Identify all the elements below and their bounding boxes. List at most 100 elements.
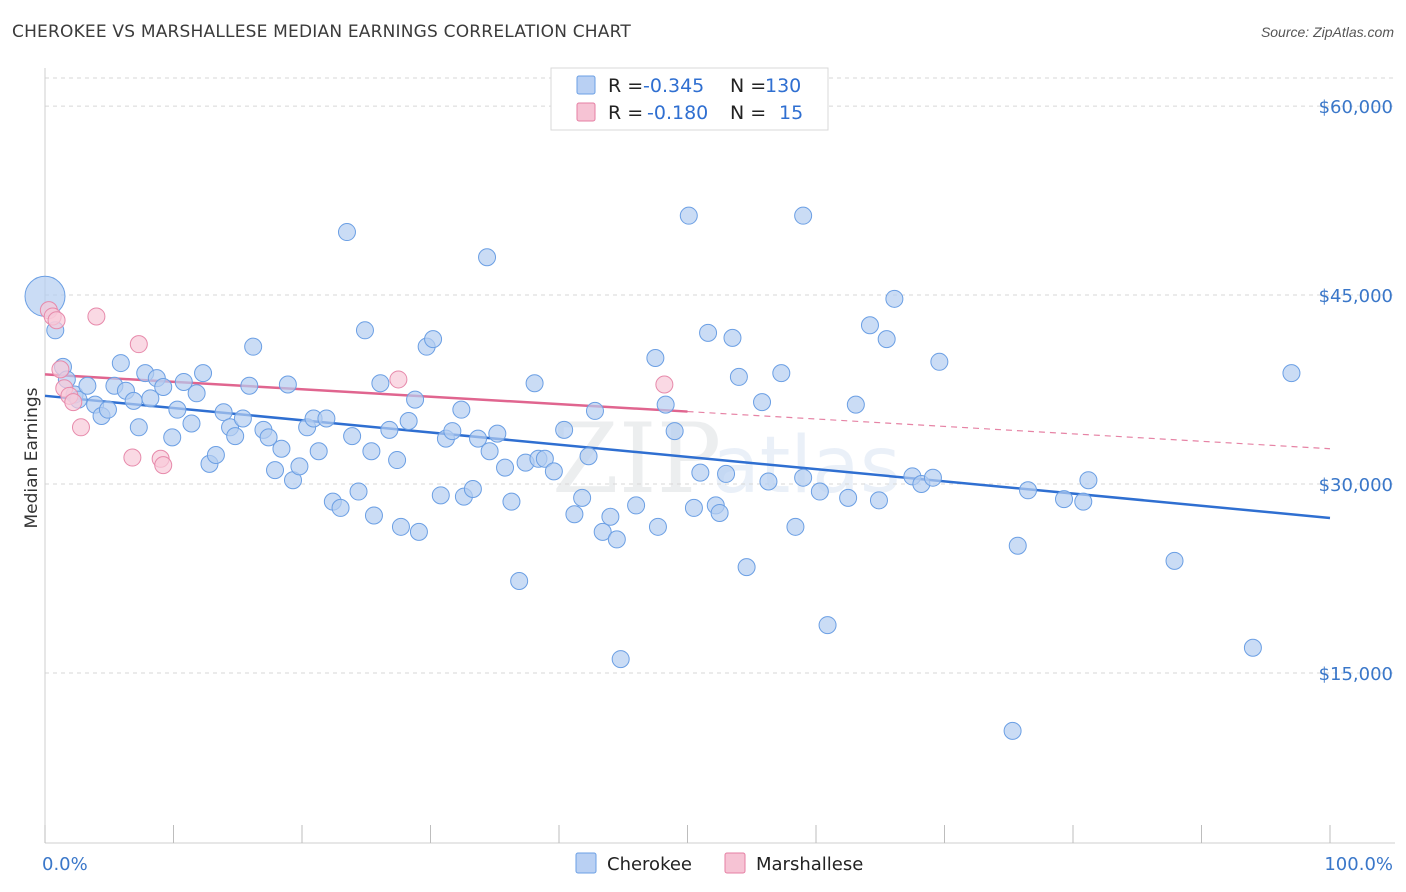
data-point-cherokee xyxy=(1003,721,1022,740)
data-point-cherokee xyxy=(877,330,896,349)
data-point-cherokee xyxy=(1165,551,1184,570)
y-axis-label: Median Earnings xyxy=(22,387,42,528)
data-point-marshallese xyxy=(154,456,173,475)
data-point-cherokee xyxy=(443,422,462,441)
data-point-marshallese xyxy=(389,370,408,389)
watermark-atlas: atlas xyxy=(712,421,901,511)
data-point-cherokee xyxy=(585,401,604,420)
data-point-marshallese xyxy=(71,418,90,437)
trend-line-cherokee xyxy=(44,394,1331,520)
data-point-cherokee xyxy=(679,206,698,225)
data-point-cherokee xyxy=(1243,638,1262,657)
trend-line-extension-marshallese xyxy=(687,410,1331,450)
data-point-cherokee xyxy=(665,422,684,441)
data-point-cherokee xyxy=(129,418,148,437)
data-point-cherokee xyxy=(331,498,350,517)
data-point-cherokee xyxy=(1019,481,1038,500)
data-point-cherokee xyxy=(355,321,374,340)
data-point-cherokee xyxy=(684,498,703,517)
data-point-cherokee xyxy=(452,400,471,419)
legend-r-label: R = xyxy=(608,102,643,124)
data-point-cherokee xyxy=(343,427,362,446)
data-point-cherokee xyxy=(78,376,97,395)
series-marshallese xyxy=(39,301,674,475)
data-point-cherokee xyxy=(535,449,554,468)
data-point-cherokee xyxy=(480,442,499,461)
data-point-cherokee xyxy=(772,364,791,383)
data-point-cherokee xyxy=(337,223,356,242)
data-point-marshallese xyxy=(51,360,70,379)
data-point-cherokee xyxy=(349,482,368,501)
legend-r-value-marshallese: -0.180 xyxy=(647,102,708,124)
data-point-cherokee xyxy=(869,491,888,510)
data-point-cherokee xyxy=(1079,471,1098,490)
legend-swatch-marshallese xyxy=(576,102,596,122)
data-point-cherokee xyxy=(923,468,942,487)
data-point-cherokee xyxy=(380,420,399,439)
data-point-cherokee xyxy=(885,289,904,308)
data-point-cherokee xyxy=(691,463,710,482)
data-point-cherokee xyxy=(141,389,160,408)
data-point-cherokee xyxy=(846,395,865,414)
legend-n-value-cherokee: 130 xyxy=(765,75,801,97)
data-point-cherokee xyxy=(839,488,858,507)
gridlines xyxy=(45,77,1395,674)
data-point-cherokee xyxy=(565,505,584,524)
data-point-cherokee xyxy=(226,427,245,446)
chart-title: CHEROKEE VS MARSHALLESE MEDIAN EARNINGS … xyxy=(12,22,631,42)
data-point-cherokee xyxy=(648,517,667,536)
x-tick-label: 100.0% xyxy=(1324,854,1393,875)
y-tick-label: $30,000 xyxy=(1319,475,1393,496)
tick-labels: $15,000 $30,000 $45,000 $60,000 0.0% 100.0% xyxy=(42,97,1393,875)
source-credit: Source: ZipAtlas.com xyxy=(1260,24,1394,40)
data-point-marshallese xyxy=(47,311,66,330)
data-point-cherokee xyxy=(278,375,297,394)
bottom-legend-swatch-marshallese xyxy=(724,852,746,874)
data-point-cherokee xyxy=(364,506,383,525)
data-point-cherokee xyxy=(656,395,675,414)
data-point-cherokee xyxy=(1282,364,1301,383)
data-point-cherokee xyxy=(710,503,729,522)
bottom-legend-swatch-cherokee xyxy=(575,852,597,874)
data-point-cherokee xyxy=(399,412,418,431)
data-point-cherokee xyxy=(388,451,407,470)
data-point-cherokee xyxy=(206,446,225,465)
data-point-cherokee xyxy=(431,486,450,505)
data-point-cherokee xyxy=(930,352,949,371)
data-point-cherokee xyxy=(463,480,482,499)
legend-n-label: N = xyxy=(730,75,766,97)
data-point-cherokee xyxy=(187,384,206,403)
data-point-cherokee xyxy=(469,429,488,448)
data-point-cherokee xyxy=(717,464,736,483)
data-point-cherokee xyxy=(786,517,805,536)
data-point-cherokee xyxy=(194,364,213,383)
data-point-cherokee xyxy=(759,472,778,491)
data-point-cherokee xyxy=(362,442,381,461)
data-point-cherokee xyxy=(818,616,837,635)
data-point-cherokee xyxy=(810,482,829,501)
data-point-cherokee xyxy=(601,507,620,526)
data-point-cherokee xyxy=(555,420,574,439)
legend-r-value-cherokee: -0.345 xyxy=(643,75,704,97)
data-point-cherokee xyxy=(1074,492,1093,511)
data-point-cherokee xyxy=(579,447,598,466)
data-point-cherokee xyxy=(593,522,612,541)
data-point-cherokee xyxy=(627,496,646,515)
data-point-cherokee xyxy=(409,522,428,541)
y-tick-label: $60,000 xyxy=(1319,97,1393,118)
data-point-cherokee xyxy=(272,439,291,458)
legend-box: R = -0.345 N = 130 R = -0.180 N = 15 xyxy=(550,67,829,131)
data-point-cherokee xyxy=(794,468,813,487)
data-point-cherokee xyxy=(233,409,252,428)
data-point-cherokee xyxy=(737,558,756,577)
legend-r-label: R = xyxy=(608,75,643,97)
data-point-cherokee xyxy=(496,458,515,477)
data-point-cherokee xyxy=(98,400,117,419)
legend-swatch-cherokee xyxy=(576,75,596,95)
bottom-legend-label-cherokee: Cherokee xyxy=(607,854,692,875)
data-point-cherokee xyxy=(488,424,507,443)
data-point-cherokee xyxy=(502,492,521,511)
data-point-cherokee xyxy=(406,390,425,409)
data-point-cherokee xyxy=(174,372,193,391)
legend-n-label: N = xyxy=(730,102,766,124)
